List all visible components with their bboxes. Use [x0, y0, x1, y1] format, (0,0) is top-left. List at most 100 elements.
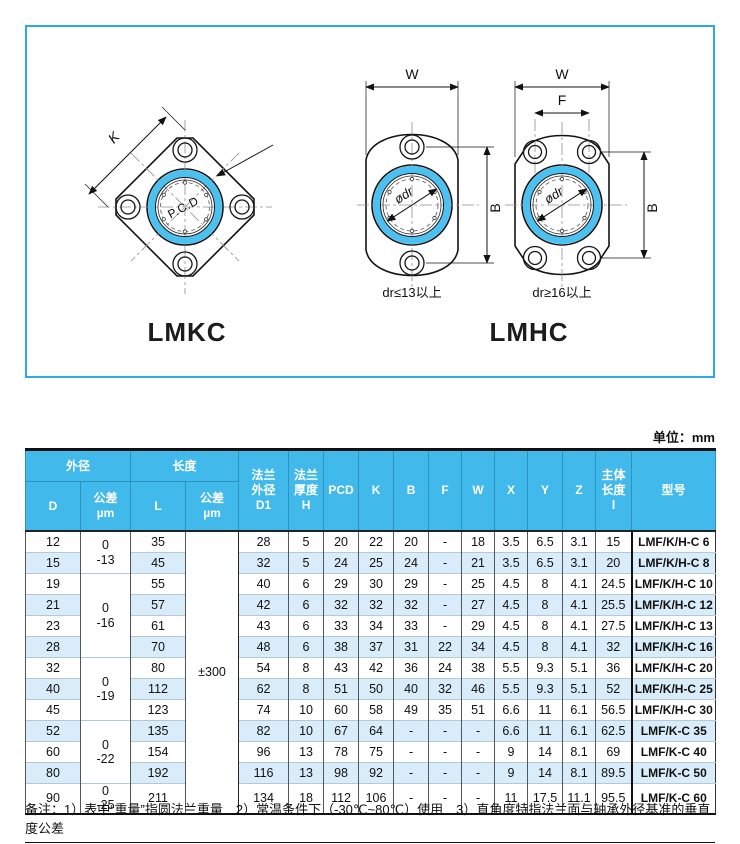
table-cell: 9.3 — [527, 678, 563, 700]
table-cell: 19 — [25, 573, 81, 595]
table-cell: 11.1 — [562, 782, 596, 814]
column-header-b: B — [393, 449, 430, 532]
table-cell: 211 — [130, 782, 186, 814]
dim-label-b: B — [487, 203, 503, 212]
footnote-section: 备注：1）表中“重量”指圆法兰重量 2）常温条件下（-30℃~80℃）使用 3）… — [25, 797, 715, 844]
flange-drawings: P.C.D K — [84, 66, 660, 347]
table-cell: LMF/K/H-C 6 — [630, 530, 716, 553]
dim-label-b: B — [644, 203, 660, 212]
table-cell: 32 — [595, 636, 632, 658]
spec-table: 外径 长度 法兰 外径 D1 法兰 厚度 H PCD K B F W X Y Z… — [24, 448, 717, 815]
table-cell: LMF/K/H-C 10 — [630, 573, 716, 595]
table-cell: 40 — [238, 573, 289, 595]
table-cell: 22 — [428, 636, 462, 658]
table-cell: 10 — [288, 720, 324, 742]
table-cell: 6 — [288, 615, 324, 637]
table-cell: 3.5 — [494, 552, 528, 574]
table-cell: LMF/K/H-C 30 — [630, 699, 716, 721]
table-cell: 42 — [238, 594, 289, 616]
table-cell: 134 — [238, 782, 289, 814]
table-cell: 98 — [323, 762, 359, 784]
column-header-x: X — [494, 449, 529, 532]
table-cell: LMF/K-C 50 — [630, 762, 716, 784]
table-cell: 23 — [25, 615, 81, 637]
column-header-l-tolerance: 公差 µm — [185, 481, 240, 532]
table-cell: 21 — [461, 552, 495, 574]
table-cell: 60 — [25, 741, 81, 763]
table-cell: 92 — [358, 762, 394, 784]
table-cell: 27.5 — [595, 615, 632, 637]
table-cell: - — [461, 762, 495, 784]
table-cell: 45 — [25, 699, 81, 721]
table-cell: 28 — [238, 530, 289, 553]
table-cell: 32 — [323, 594, 359, 616]
table-cell: LMF/K-C 60 — [630, 782, 716, 814]
table-cell: 4.5 — [494, 594, 528, 616]
table-cell: 28 — [25, 636, 81, 658]
table-cell: LMF/K/H-C 16 — [630, 636, 716, 658]
lmhc-title: LMHC — [489, 317, 568, 347]
table-cell: 25.5 — [595, 594, 632, 616]
table-cell: 38 — [461, 657, 495, 679]
table-cell: 70 — [130, 636, 186, 658]
column-header-y: Y — [527, 449, 564, 532]
column-group-length: 长度 — [130, 449, 240, 482]
table-cell: 6.6 — [494, 720, 528, 742]
table-cell: LMF/K/H-C 8 — [630, 552, 716, 574]
table-cell: 112 — [323, 782, 359, 814]
table-cell: 33 — [393, 615, 429, 637]
table-cell: 13 — [288, 762, 324, 784]
table-cell: 11 — [494, 782, 528, 814]
table-row: 52 0 -22 135 82 10 67 64- - -6.6 11 6.1 62.5 LMF/K-C… — [25, 720, 716, 784]
table-cell: 78 — [323, 741, 359, 763]
table-cell: 95.5 — [595, 782, 632, 814]
table-cell: 15 — [25, 552, 81, 574]
table-cell: 6.6 — [494, 699, 528, 721]
dim-label-f: F — [558, 92, 567, 108]
dim-label-k: K — [105, 128, 123, 146]
table-cell: LMF/K-C 40 — [630, 741, 716, 763]
table-row: 23 61 43 6 33 34 33-29 4.5 8 4.1 27.5 LMF/K/H-C 13 — [25, 615, 716, 637]
table-cell: 15 — [595, 530, 632, 553]
column-header-flange-od: 法兰 外径 D1 — [238, 449, 290, 532]
table-cell: 12 — [25, 530, 81, 553]
table-cell: 20 — [393, 530, 429, 553]
table-cell: 9 — [494, 762, 528, 784]
table-cell: 8 — [527, 636, 563, 658]
table-cell: 6 — [288, 594, 324, 616]
table-cell: - — [428, 594, 462, 616]
table-cell: - — [393, 782, 429, 814]
table-cell: - — [428, 741, 462, 763]
table-cell: - — [461, 741, 495, 763]
table-cell: 0 -16 — [79, 573, 131, 658]
table-cell: 4.1 — [562, 573, 596, 595]
table-cell: 56.5 — [595, 699, 632, 721]
table-cell: 32 — [25, 657, 81, 679]
table-cell: 9 — [494, 741, 528, 763]
table-cell: - — [393, 720, 429, 742]
table-cell: 6.1 — [562, 720, 596, 742]
table-row: 12 0 -13 35 ±300 28 5 20 22 20-18 3.5 6.5 3.1 15 LMF/… — [25, 530, 716, 814]
table-cell: 13 — [288, 741, 324, 763]
table-cell: 40 — [25, 678, 81, 700]
table-cell: LMF/K/H-C 25 — [630, 678, 716, 700]
table-cell: 6 — [288, 636, 324, 658]
column-header-w: W — [461, 449, 496, 532]
table-cell: 36 — [595, 657, 632, 679]
table-cell: 32 — [238, 552, 289, 574]
table-cell: LMF/K/H-C 12 — [630, 594, 716, 616]
table-cell: 52 — [595, 678, 632, 700]
table-cell: 24.5 — [595, 573, 632, 595]
table-row: 60 154 96 13 78 75- - -9 14 8.1 69 LMF/K-C 40 — [25, 741, 716, 763]
table-cell: - — [428, 530, 462, 553]
bore-range-caption: dr≤13以上 — [382, 285, 441, 300]
table-cell: 89.5 — [595, 762, 632, 784]
table-cell: 45 — [130, 552, 186, 574]
table-cell: 6 — [288, 573, 324, 595]
column-header-z: Z — [562, 449, 597, 532]
table-cell: 8 — [527, 615, 563, 637]
table-cell: 32 — [393, 594, 429, 616]
table-cell: - — [428, 782, 462, 814]
table-cell: 37 — [358, 636, 394, 658]
table-cell: 11 — [527, 699, 563, 721]
